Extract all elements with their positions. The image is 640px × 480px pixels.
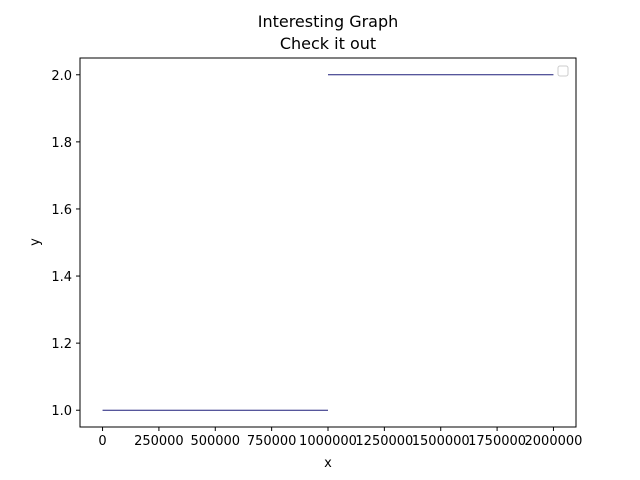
- y-axis: 1.0 1.2 1.4 1.6 1.8 2.0: [51, 69, 80, 419]
- plot-frame: [79, 57, 577, 428]
- y-axis-label: y: [28, 238, 43, 246]
- x-axis: 0 250000 500000 750000 100000012500001500000…: [98, 427, 582, 449]
- y-tick-label: 1.0: [51, 404, 72, 419]
- x-tick-label: 250000: [134, 434, 184, 449]
- x-tick-label: 1250000: [355, 434, 413, 449]
- plot-area: [102, 74, 554, 411]
- x-tick-label: 750000: [247, 434, 297, 449]
- chart-subtitle: Check it out: [280, 34, 376, 53]
- x-tick-label: 1500000: [412, 434, 470, 449]
- legend-box: [557, 65, 569, 77]
- x-tick-label: 0: [98, 434, 106, 449]
- y-tick-label: 1.2: [51, 337, 72, 352]
- x-tick-label: 1000000: [299, 434, 357, 449]
- x-axis-label: x: [324, 456, 332, 471]
- chart-title: Interesting Graph: [258, 12, 399, 31]
- x-tick-label: 2000000: [525, 434, 583, 449]
- y-tick-label: 1.4: [51, 270, 72, 285]
- y-tick-label: 1.8: [51, 136, 72, 151]
- x-tick-label: 1750000: [468, 434, 526, 449]
- y-tick-label: 1.6: [51, 203, 72, 218]
- y-tick-label: 2.0: [51, 69, 72, 84]
- x-tick-label: 500000: [190, 434, 240, 449]
